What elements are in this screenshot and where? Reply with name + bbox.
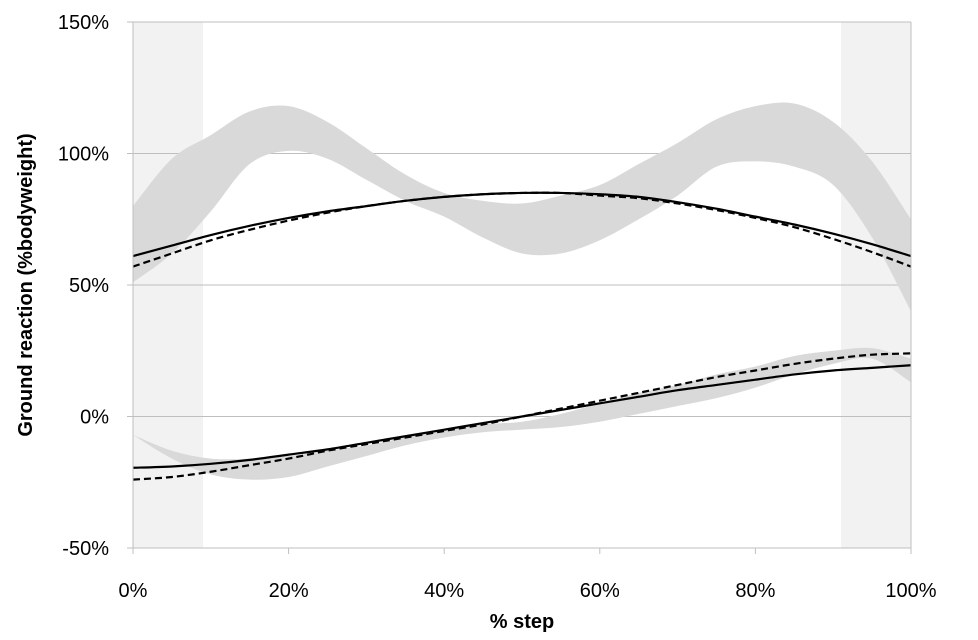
- series-line-2-dashed: [132, 191, 912, 268]
- variability-bands: [133, 102, 911, 480]
- y-axis-title: Ground reaction (%bodyweight): [15, 133, 37, 436]
- y-tick-labels: -50% 0% 50% 100% 150%: [58, 12, 109, 560]
- y-tick-label: 150%: [58, 12, 109, 34]
- variability-band-2: [133, 347, 911, 480]
- y-tick-label: 100%: [58, 144, 109, 166]
- y-tick-label: 0%: [80, 407, 109, 429]
- series-line-3-solid: [132, 364, 912, 469]
- x-tick-label: 60%: [580, 580, 620, 602]
- y-tick-label: 50%: [69, 275, 109, 297]
- variability-band-1: [133, 102, 911, 312]
- x-tick-label: 20%: [269, 580, 309, 602]
- x-tick-label: 100%: [885, 580, 936, 602]
- x-tick-labels: 0% 20% 40% 60% 80% 100%: [119, 580, 937, 602]
- series-line-4-dashed: [132, 352, 912, 481]
- x-axis-title: % step: [490, 611, 554, 633]
- y-tick-label: -50%: [62, 538, 109, 560]
- series-lines: [132, 191, 912, 481]
- axes: [127, 21, 912, 554]
- x-tick-label: 40%: [424, 580, 464, 602]
- x-tick-label: 80%: [735, 580, 775, 602]
- x-tick-label: 0%: [119, 580, 148, 602]
